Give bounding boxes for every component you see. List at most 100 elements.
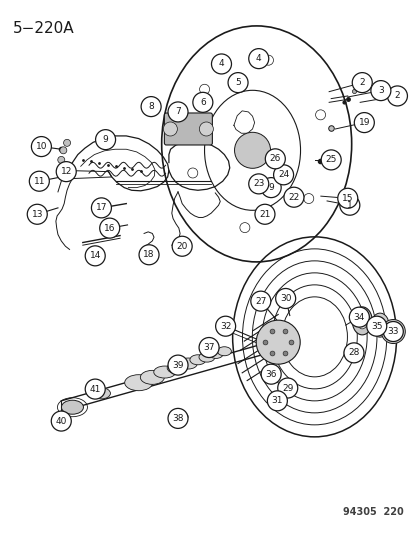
Circle shape — [199, 337, 218, 358]
Circle shape — [343, 343, 363, 363]
Text: 5−220A: 5−220A — [12, 21, 74, 36]
Circle shape — [85, 246, 105, 266]
Text: 1: 1 — [346, 201, 352, 209]
Circle shape — [283, 187, 303, 207]
Ellipse shape — [199, 352, 214, 362]
Ellipse shape — [374, 318, 384, 332]
Text: 7: 7 — [175, 108, 180, 116]
Circle shape — [168, 408, 188, 429]
Circle shape — [349, 307, 368, 327]
Circle shape — [382, 321, 402, 342]
Circle shape — [267, 391, 287, 411]
Circle shape — [168, 102, 188, 122]
Text: 24: 24 — [277, 171, 289, 179]
Circle shape — [172, 236, 192, 256]
Text: 19: 19 — [358, 118, 369, 127]
Text: 16: 16 — [104, 224, 115, 232]
Text: 23: 23 — [252, 180, 264, 188]
Circle shape — [91, 198, 111, 218]
Ellipse shape — [351, 307, 371, 335]
Text: 26: 26 — [269, 155, 280, 163]
Circle shape — [370, 80, 390, 101]
Circle shape — [56, 161, 76, 182]
Circle shape — [387, 326, 398, 337]
Circle shape — [31, 136, 51, 157]
Ellipse shape — [209, 350, 223, 358]
Circle shape — [248, 174, 268, 194]
Circle shape — [211, 54, 231, 74]
Text: 3: 3 — [377, 86, 383, 95]
Circle shape — [163, 122, 177, 136]
Circle shape — [168, 355, 188, 375]
Text: 11: 11 — [33, 177, 45, 185]
Circle shape — [277, 378, 297, 398]
Circle shape — [27, 204, 47, 224]
Circle shape — [64, 139, 70, 147]
Ellipse shape — [153, 366, 176, 378]
Text: 35: 35 — [370, 322, 382, 330]
Ellipse shape — [124, 375, 152, 391]
Text: 33: 33 — [387, 327, 398, 336]
Text: 25: 25 — [325, 156, 336, 164]
Circle shape — [228, 72, 247, 93]
Circle shape — [351, 72, 371, 93]
Circle shape — [265, 149, 285, 169]
Text: 30: 30 — [279, 294, 291, 303]
Text: 17: 17 — [95, 204, 107, 212]
Text: 10: 10 — [36, 142, 47, 151]
Text: 9: 9 — [102, 135, 108, 144]
Circle shape — [320, 150, 340, 170]
Ellipse shape — [92, 388, 110, 399]
Text: 40: 40 — [55, 417, 67, 425]
Text: 21: 21 — [259, 210, 270, 219]
Circle shape — [354, 112, 373, 133]
Circle shape — [139, 245, 159, 265]
Text: 18: 18 — [143, 251, 154, 259]
Circle shape — [261, 177, 280, 198]
Text: 15: 15 — [341, 194, 353, 203]
Circle shape — [256, 320, 299, 364]
Circle shape — [387, 86, 406, 106]
Circle shape — [29, 171, 49, 191]
Circle shape — [366, 316, 386, 336]
Ellipse shape — [370, 313, 388, 337]
Text: 41: 41 — [89, 385, 101, 393]
Ellipse shape — [356, 313, 367, 329]
Circle shape — [58, 156, 64, 164]
Circle shape — [380, 319, 404, 344]
Ellipse shape — [190, 355, 205, 365]
Text: 2: 2 — [394, 92, 399, 100]
Circle shape — [215, 316, 235, 336]
Text: 12: 12 — [60, 167, 72, 176]
Text: 31: 31 — [271, 397, 282, 405]
Circle shape — [234, 132, 270, 168]
Circle shape — [273, 165, 293, 185]
Text: 9: 9 — [268, 183, 273, 192]
Ellipse shape — [61, 400, 83, 414]
Text: 94305  220: 94305 220 — [342, 507, 403, 517]
Text: 39: 39 — [172, 361, 183, 369]
Text: 22: 22 — [287, 193, 299, 201]
FancyBboxPatch shape — [164, 113, 212, 145]
Text: 29: 29 — [281, 384, 293, 392]
Circle shape — [250, 291, 270, 311]
Circle shape — [339, 195, 359, 215]
Text: 34: 34 — [353, 313, 364, 321]
Circle shape — [248, 49, 268, 69]
Circle shape — [60, 147, 66, 154]
Text: 6: 6 — [199, 98, 205, 107]
Text: 14: 14 — [89, 252, 101, 260]
Text: 4: 4 — [218, 60, 224, 68]
Circle shape — [199, 122, 213, 136]
Circle shape — [254, 204, 274, 224]
Text: 13: 13 — [31, 210, 43, 219]
Text: 5: 5 — [235, 78, 240, 87]
Circle shape — [85, 379, 105, 399]
Text: 32: 32 — [219, 322, 231, 330]
Text: 8: 8 — [148, 102, 154, 111]
Text: 38: 38 — [172, 414, 183, 423]
Text: 4: 4 — [255, 54, 261, 63]
Ellipse shape — [167, 362, 187, 374]
Circle shape — [51, 411, 71, 431]
Text: 37: 37 — [203, 343, 214, 352]
